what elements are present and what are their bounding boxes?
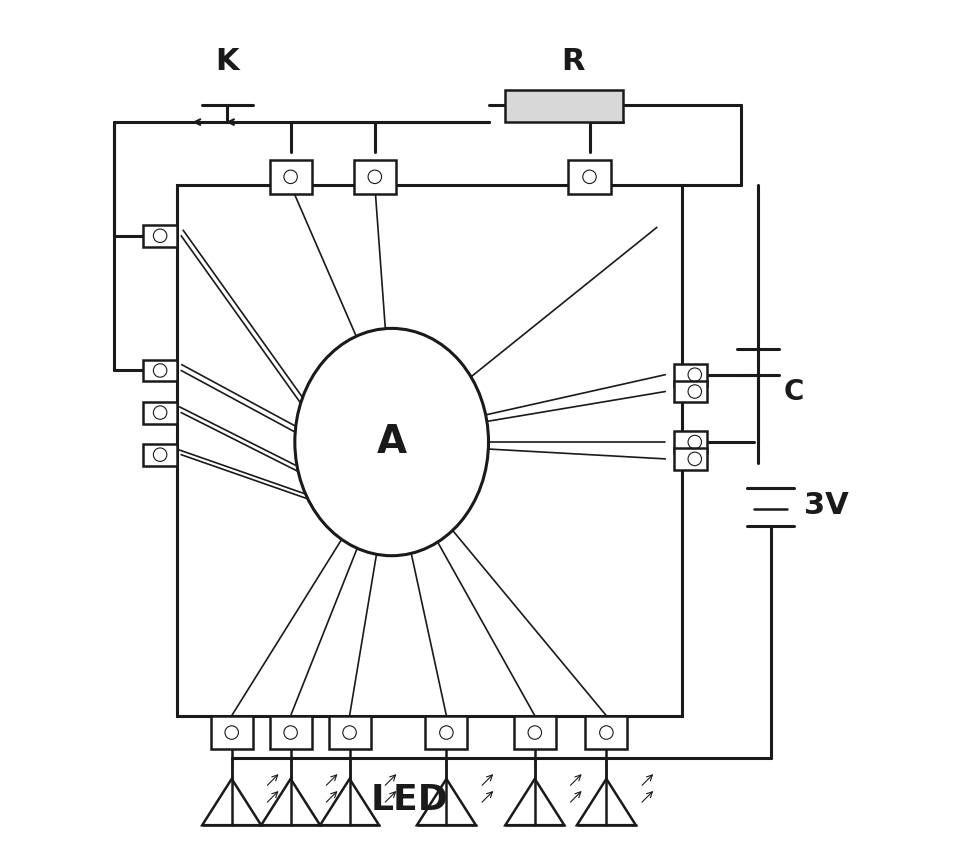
Text: A: A [376, 423, 406, 461]
Bar [505, 90, 623, 122]
Ellipse shape [295, 328, 488, 556]
Bar [674, 448, 707, 470]
Text: 3V: 3V [804, 491, 849, 520]
Text: C: C [784, 377, 803, 406]
Text: R: R [561, 47, 584, 76]
Bar [144, 402, 177, 424]
Bar [585, 716, 627, 749]
Bar [328, 716, 370, 749]
Bar [514, 716, 556, 749]
Bar [674, 364, 707, 386]
Bar [354, 160, 396, 194]
Bar [177, 185, 682, 716]
Bar [144, 360, 177, 381]
Bar [270, 160, 312, 194]
Bar [425, 716, 467, 749]
Bar [144, 225, 177, 247]
Text: LED: LED [371, 783, 448, 817]
Text: K: K [216, 47, 239, 76]
Bar [270, 716, 312, 749]
Bar [144, 444, 177, 466]
Bar [674, 431, 707, 453]
Bar [674, 381, 707, 402]
Bar [569, 160, 611, 194]
Bar [211, 716, 253, 749]
